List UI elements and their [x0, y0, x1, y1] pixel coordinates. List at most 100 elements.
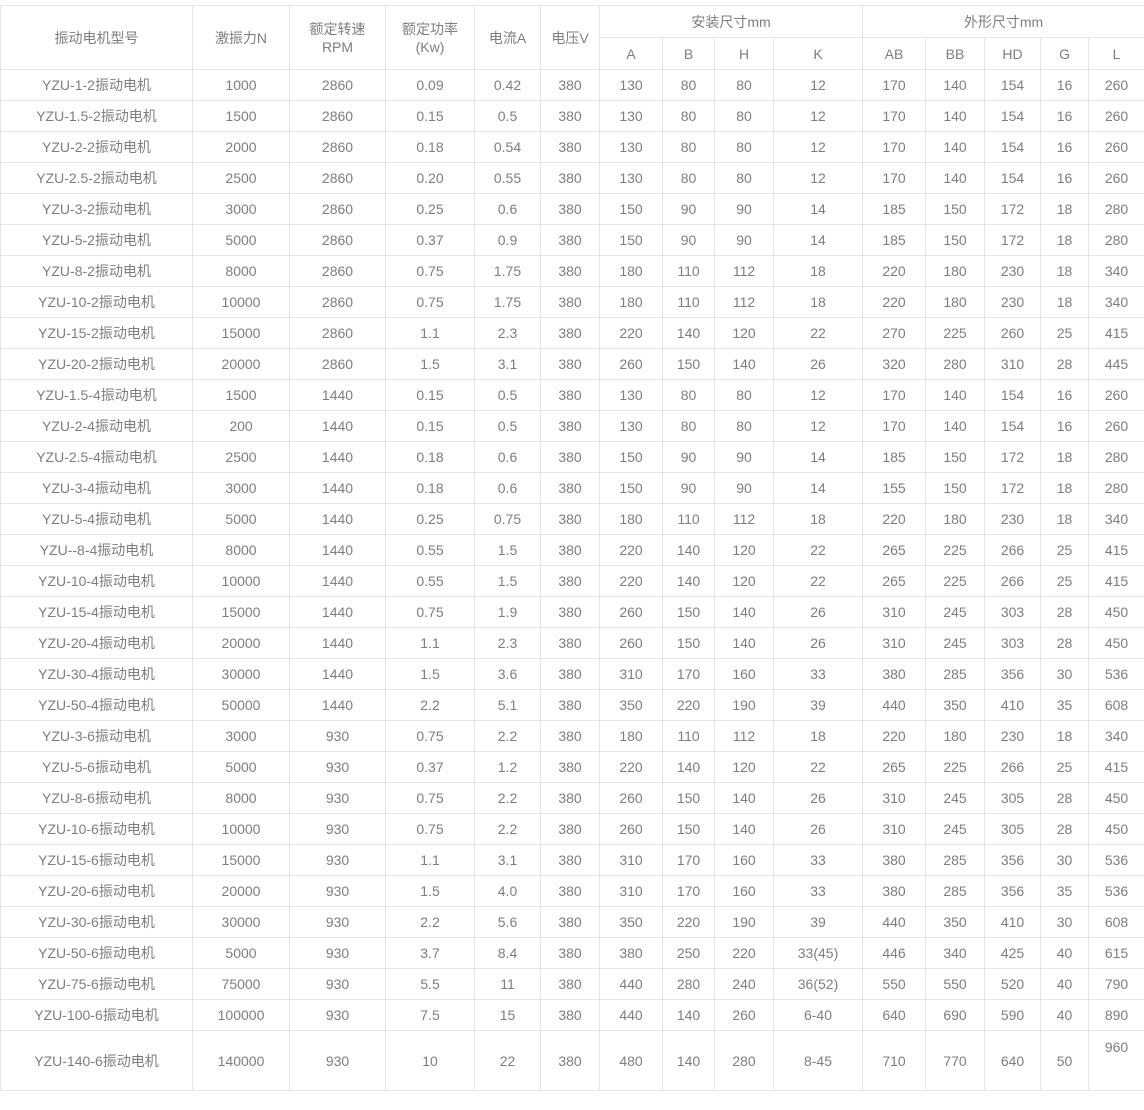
value-cell: 380 [540, 999, 600, 1031]
value-cell: 90 [714, 441, 774, 473]
value-cell: 18 [772, 720, 864, 752]
value-cell: 245 [925, 627, 986, 659]
value-cell: 12 [772, 131, 864, 163]
value-cell: 185 [862, 441, 927, 473]
value-cell: 310 [984, 348, 1042, 380]
value-cell: 1.5 [474, 534, 541, 566]
value-cell: 1440 [289, 596, 386, 628]
value-cell: 130 [599, 410, 663, 442]
value-cell: 50000 [192, 689, 290, 721]
value-cell: 0.18 [385, 441, 475, 473]
value-cell: 770 [925, 1030, 986, 1091]
value-cell: 180 [599, 286, 663, 318]
value-cell: 230 [984, 503, 1042, 535]
value-cell: 550 [862, 968, 927, 1000]
value-cell: 40 [1040, 999, 1090, 1031]
value-cell: 140 [925, 131, 986, 163]
value-cell: 26 [772, 348, 864, 380]
value-cell: 22 [772, 534, 864, 566]
value-cell: 0.5 [474, 410, 541, 442]
value-cell: 260 [1088, 379, 1144, 411]
value-cell: 0.37 [385, 751, 475, 783]
model-cell: YZU-20-6振动电机 [0, 875, 193, 907]
value-cell: 120 [714, 317, 774, 349]
value-cell: 140 [925, 410, 986, 442]
value-cell: 180 [925, 503, 986, 535]
value-cell: 150 [662, 596, 715, 628]
value-cell: 1500 [192, 379, 290, 411]
value-cell: 1.1 [385, 317, 475, 349]
value-cell: 0.18 [385, 472, 475, 504]
value-cell: 12 [772, 100, 864, 132]
model-cell: YZU-8-6振动电机 [0, 782, 193, 814]
value-cell: 0.5 [474, 100, 541, 132]
value-cell: 2860 [289, 100, 386, 132]
value-cell: 225 [925, 751, 986, 783]
value-cell: 1440 [289, 410, 386, 442]
value-cell: 140 [925, 69, 986, 101]
model-cell: YZU-2.5-4振动电机 [0, 441, 193, 473]
value-cell: 75000 [192, 968, 290, 1000]
value-cell: 3.7 [385, 937, 475, 969]
value-cell: 245 [925, 782, 986, 814]
value-cell: 170 [862, 410, 927, 442]
value-cell: 5000 [192, 503, 290, 535]
value-cell: 26 [772, 627, 864, 659]
value-cell: 550 [925, 968, 986, 1000]
value-cell: 2860 [289, 348, 386, 380]
value-cell: 35 [1040, 875, 1090, 907]
value-cell: 112 [714, 286, 774, 318]
value-cell: 150 [662, 348, 715, 380]
value-cell: 380 [540, 751, 600, 783]
value-cell: 110 [662, 286, 715, 318]
model-cell: YZU-10-4振动电机 [0, 565, 193, 597]
table-row: YZU-5-2振动电机 5000 2860 0.37 0.9 380 150 90 90 14 18… [0, 224, 1144, 256]
value-cell: 790 [1088, 968, 1144, 1000]
model-cell: YZU-3-4振动电机 [0, 472, 193, 504]
value-cell: 350 [599, 906, 663, 938]
value-cell: 40 [1040, 968, 1090, 1000]
value-cell: 225 [925, 317, 986, 349]
value-cell: 154 [984, 379, 1042, 411]
table-row: YZU-3-6振动电机 3000 930 0.75 2.2 380 180 110 112 18 2… [0, 720, 1144, 752]
value-cell: 450 [1088, 596, 1144, 628]
model-cell: YZU-5-6振动电机 [0, 751, 193, 783]
model-cell: YZU-2-4振动电机 [0, 410, 193, 442]
value-cell: 120 [714, 565, 774, 597]
value-cell: 260 [1088, 69, 1144, 101]
value-cell: 710 [862, 1030, 927, 1091]
value-cell: 18 [1040, 286, 1090, 318]
value-cell: 185 [862, 224, 927, 256]
value-cell: 33 [772, 875, 864, 907]
value-cell: 380 [540, 441, 600, 473]
value-cell: 415 [1088, 751, 1144, 783]
table-row: YZU-20-4振动电机 20000 1440 1.1 2.3 380 260 150 140 2… [0, 627, 1144, 659]
value-cell: 1440 [289, 441, 386, 473]
value-cell: 154 [984, 162, 1042, 194]
value-cell: 140 [925, 162, 986, 194]
value-cell: 26 [772, 596, 864, 628]
col-group-mount-dimensions: 安装尺寸mm [598, 5, 864, 38]
value-cell: 28 [1040, 596, 1090, 628]
value-cell: 380 [540, 100, 600, 132]
value-cell: 150 [925, 441, 986, 473]
value-cell: 28 [1040, 813, 1090, 845]
value-cell: 150 [662, 813, 715, 845]
value-cell: 310 [862, 627, 927, 659]
value-cell: 5000 [192, 937, 290, 969]
table-row: YZU-140-6振动电机 140000 930 10 22 380 480 140 280 8-… [0, 1030, 1144, 1091]
value-cell: 303 [984, 627, 1042, 659]
value-cell: 225 [925, 565, 986, 597]
value-cell: 0.25 [385, 503, 475, 535]
value-cell: 415 [1088, 534, 1144, 566]
table-row: YZU-50-6振动电机 5000 930 3.7 8.4 380 380 250 220 33(… [0, 937, 1144, 969]
value-cell: 1.1 [385, 627, 475, 659]
value-cell: 2.2 [474, 720, 541, 752]
value-cell: 380 [862, 875, 927, 907]
value-cell: 0.9 [474, 224, 541, 256]
value-cell: 6-40 [772, 999, 864, 1031]
value-cell: 310 [599, 844, 663, 876]
model-cell: YZU-75-6振动电机 [0, 968, 193, 1000]
model-cell: YZU-5-4振动电机 [0, 503, 193, 535]
